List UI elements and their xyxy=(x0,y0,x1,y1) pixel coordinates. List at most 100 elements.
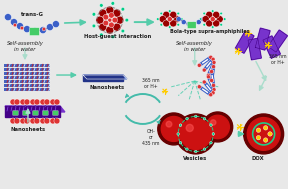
Circle shape xyxy=(125,18,129,22)
Circle shape xyxy=(220,12,223,15)
Text: 365 nm
or H+: 365 nm or H+ xyxy=(269,54,287,65)
Text: Host-guest interaction: Host-guest interaction xyxy=(84,34,151,39)
Text: Nanosheets: Nanosheets xyxy=(10,127,46,132)
Bar xyxy=(4,72,50,75)
Circle shape xyxy=(203,148,206,150)
Text: 365 nm
or H+: 365 nm or H+ xyxy=(142,78,160,89)
Polygon shape xyxy=(83,75,127,79)
Circle shape xyxy=(121,7,125,11)
Circle shape xyxy=(244,114,284,154)
Circle shape xyxy=(256,136,261,140)
Circle shape xyxy=(10,118,16,124)
Circle shape xyxy=(186,117,188,120)
Circle shape xyxy=(220,23,223,26)
Circle shape xyxy=(30,99,36,105)
Circle shape xyxy=(202,16,209,23)
FancyBboxPatch shape xyxy=(187,22,196,29)
Circle shape xyxy=(106,6,114,14)
Circle shape xyxy=(46,24,54,31)
Circle shape xyxy=(177,12,179,15)
Circle shape xyxy=(111,2,115,5)
Circle shape xyxy=(197,85,201,89)
Circle shape xyxy=(103,14,109,20)
Circle shape xyxy=(177,133,179,135)
Circle shape xyxy=(210,141,212,144)
Circle shape xyxy=(92,24,96,28)
Circle shape xyxy=(179,124,182,126)
Circle shape xyxy=(203,12,206,15)
Polygon shape xyxy=(235,31,254,53)
Circle shape xyxy=(206,75,211,79)
Circle shape xyxy=(160,12,163,15)
FancyBboxPatch shape xyxy=(53,111,58,115)
Circle shape xyxy=(210,78,214,82)
Circle shape xyxy=(264,138,268,142)
Circle shape xyxy=(44,99,50,105)
Circle shape xyxy=(31,28,38,35)
Circle shape xyxy=(168,10,171,12)
Circle shape xyxy=(5,14,12,21)
Circle shape xyxy=(40,99,46,105)
Circle shape xyxy=(201,17,206,22)
Bar xyxy=(4,76,50,79)
Circle shape xyxy=(186,124,193,132)
Circle shape xyxy=(111,35,115,39)
Circle shape xyxy=(20,99,26,105)
Circle shape xyxy=(211,65,215,69)
Circle shape xyxy=(54,99,60,105)
FancyBboxPatch shape xyxy=(13,111,18,115)
Circle shape xyxy=(108,18,112,22)
Circle shape xyxy=(168,26,171,28)
Circle shape xyxy=(24,99,30,105)
Circle shape xyxy=(206,11,213,18)
Circle shape xyxy=(202,68,206,72)
Circle shape xyxy=(160,23,163,26)
Circle shape xyxy=(176,114,216,154)
Polygon shape xyxy=(255,28,270,50)
Circle shape xyxy=(203,112,233,142)
Circle shape xyxy=(34,118,40,124)
Text: Self-assembly
in water: Self-assembly in water xyxy=(176,41,213,52)
Circle shape xyxy=(156,18,159,20)
Circle shape xyxy=(211,26,214,28)
Circle shape xyxy=(209,93,213,97)
Circle shape xyxy=(92,12,96,16)
Circle shape xyxy=(186,22,191,27)
Circle shape xyxy=(34,99,40,105)
Circle shape xyxy=(167,17,172,22)
Circle shape xyxy=(113,9,121,17)
Circle shape xyxy=(16,23,23,30)
Circle shape xyxy=(13,23,17,27)
Circle shape xyxy=(176,17,181,22)
Circle shape xyxy=(112,17,118,23)
Circle shape xyxy=(10,19,18,26)
Circle shape xyxy=(116,16,124,24)
Circle shape xyxy=(268,132,272,136)
Bar xyxy=(4,64,50,67)
Circle shape xyxy=(210,124,212,126)
Circle shape xyxy=(159,16,166,23)
Circle shape xyxy=(203,117,206,120)
Circle shape xyxy=(52,21,59,28)
FancyBboxPatch shape xyxy=(29,28,39,36)
Circle shape xyxy=(23,26,31,33)
Circle shape xyxy=(100,4,103,7)
Circle shape xyxy=(194,115,197,118)
Circle shape xyxy=(10,99,16,105)
Circle shape xyxy=(196,20,201,25)
Circle shape xyxy=(186,148,188,150)
Circle shape xyxy=(179,141,182,144)
Circle shape xyxy=(181,20,186,25)
FancyBboxPatch shape xyxy=(33,111,38,115)
Circle shape xyxy=(103,20,109,26)
Circle shape xyxy=(210,17,215,22)
Circle shape xyxy=(191,22,196,27)
Circle shape xyxy=(100,33,103,37)
Text: trans-G: trans-G xyxy=(21,12,44,17)
Circle shape xyxy=(113,23,121,31)
Circle shape xyxy=(50,118,56,124)
Circle shape xyxy=(109,12,114,18)
Circle shape xyxy=(223,18,226,20)
Circle shape xyxy=(212,88,216,92)
Circle shape xyxy=(40,118,46,124)
